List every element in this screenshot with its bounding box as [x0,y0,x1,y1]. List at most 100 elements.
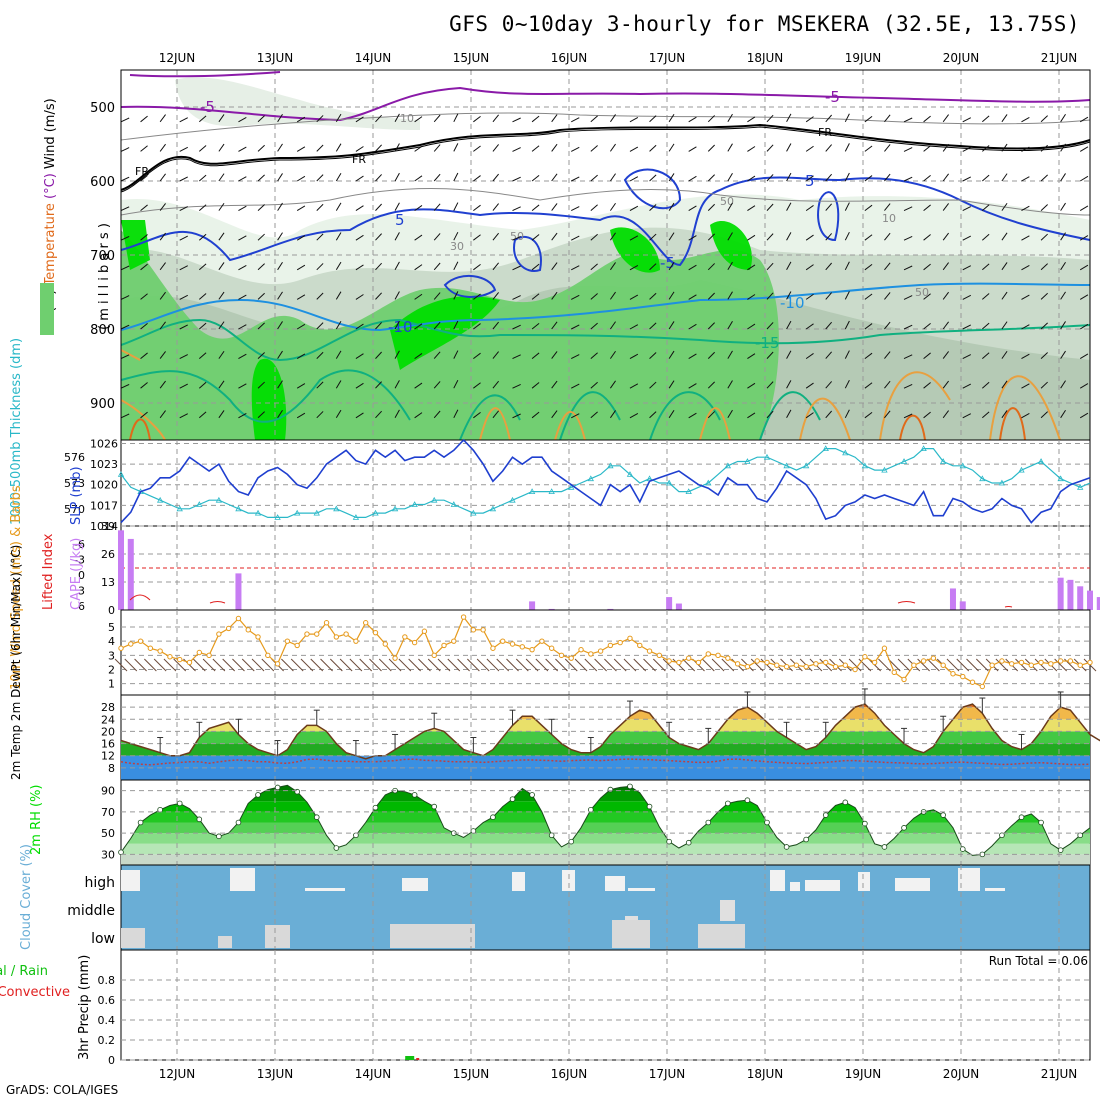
wind-barb [496,658,510,672]
wind-tick: 4 [108,635,115,648]
cloud-high-bar [605,876,625,891]
upper-wind-barb [982,145,990,152]
upper-wind-barb [198,233,207,241]
upper-wind-barb [218,262,225,271]
upper-wind-barb [551,203,558,211]
rh-point [646,803,653,810]
upper-wind-barb [512,324,521,330]
cape-bar [529,601,536,610]
upper-wind-barb [707,381,715,389]
upper-wind-barb [120,383,130,389]
temp-contour-13 [129,407,1026,441]
wind-speed-point [274,661,281,667]
upper-wind-barb [159,143,166,152]
upper-wind-barb [296,353,306,360]
chart-title: GFS 0~10day 3-hourly for MSEKERA (32.5E,… [449,12,1080,36]
cloud-high-bar [121,870,140,891]
upper-wind-barb [218,202,225,211]
upper-wind-barb [864,145,873,152]
temp-contour-3 [120,126,1091,193]
thickness-point [431,496,438,503]
upper-wind-barb [747,323,756,330]
wind-speed-point [206,652,212,659]
wind-speed-point [685,655,692,661]
x-tick-bottom: 15JUN [453,1067,490,1081]
upper-wind-barb [707,144,715,152]
wind-speed-point [627,635,633,642]
upper-ylabel-left: RH (%) Temperature (°C) Wind (m/s) [43,98,58,335]
upper-wind-barb [120,176,130,182]
cape-tick: 0 [108,604,115,617]
upper-wind-barb [159,380,166,389]
upper-wind-barb [825,114,833,123]
upper-wind-barb [1021,294,1030,300]
upper-wind-barb [277,202,283,211]
upper-wind-barb [727,261,733,271]
upper-wind-barb [1079,412,1089,419]
wind-speed-point [646,648,653,654]
upper-wind-barb [649,204,657,211]
upper-wind-barb [805,175,814,182]
wind-speed-point [999,658,1005,664]
rh-point [313,814,320,820]
upper-wind-barb [668,173,675,182]
cloud-low-bar [390,924,475,948]
cloud-high-bar [230,868,255,891]
wind-barb [613,658,627,672]
upper-wind-barb [903,265,913,271]
wind-barb [897,658,911,672]
upper-wind-barb [982,115,990,123]
upper-wind-barb [844,202,850,211]
wind-speed-point [1008,661,1015,667]
upper-wind-barb [433,262,441,271]
wind-barb [917,658,930,672]
upper-wind-barb [375,410,382,419]
rh-point [372,804,379,811]
upper-wind-barb [316,233,324,241]
cloud-ylabel: Cloud Cover (%) [19,844,34,950]
precip-label-total: Total / Rain [0,964,48,979]
upper-wind-barb [257,411,265,419]
upper-wind-barb [257,381,265,389]
wind-speed-point [343,631,349,637]
upper-wind-barb [590,174,598,182]
wind-barb [153,658,167,672]
upper-wind-barb [551,351,558,359]
rh-shading-top [175,77,420,130]
upper-wind-barb [296,383,306,389]
upper-ylabel-part: (°C) [43,173,58,203]
upper-wind-barb [120,235,130,241]
upper-wind-barb [747,234,756,241]
upper-wind-barb [179,265,188,271]
rh-point [940,812,946,818]
upper-wind-barb [335,173,342,182]
wind-barb [378,658,392,672]
upper-wind-barb [668,409,675,419]
upper-wind-barb [1040,292,1048,300]
upper-wind-barb [120,324,130,330]
wind-speed-point [813,661,819,667]
upper-wind-barb [1001,232,1008,241]
x-tick-bottom: 14JUN [355,1067,392,1081]
cloud-high-bar [985,888,1005,891]
upper-wind-barb [609,350,616,359]
upper-wind-barb [688,264,697,271]
upper-wind-barb [335,380,342,389]
upper-wind-barb [335,291,342,300]
upper-wind-barb [551,321,558,330]
rh-point [607,786,614,793]
upper-wind-barb [159,173,166,182]
wind-speed-point [284,638,291,644]
wind-speed-point [588,651,594,657]
upper-wind-barb [1060,409,1066,419]
temp-contour-14 [120,187,1091,216]
rh-point [842,799,849,806]
wind-ylabel: 10m Wind Speed (m/s) & Barbs [9,485,24,690]
upper-wind-barb [1079,264,1089,271]
upper-wind-barb [727,113,733,123]
upper-wind-barb [1001,410,1008,419]
upper-wind-barb [433,173,441,182]
temp-tick: 12 [101,750,115,763]
upper-wind-barb [903,354,913,360]
upper-wind-barb [140,174,148,182]
